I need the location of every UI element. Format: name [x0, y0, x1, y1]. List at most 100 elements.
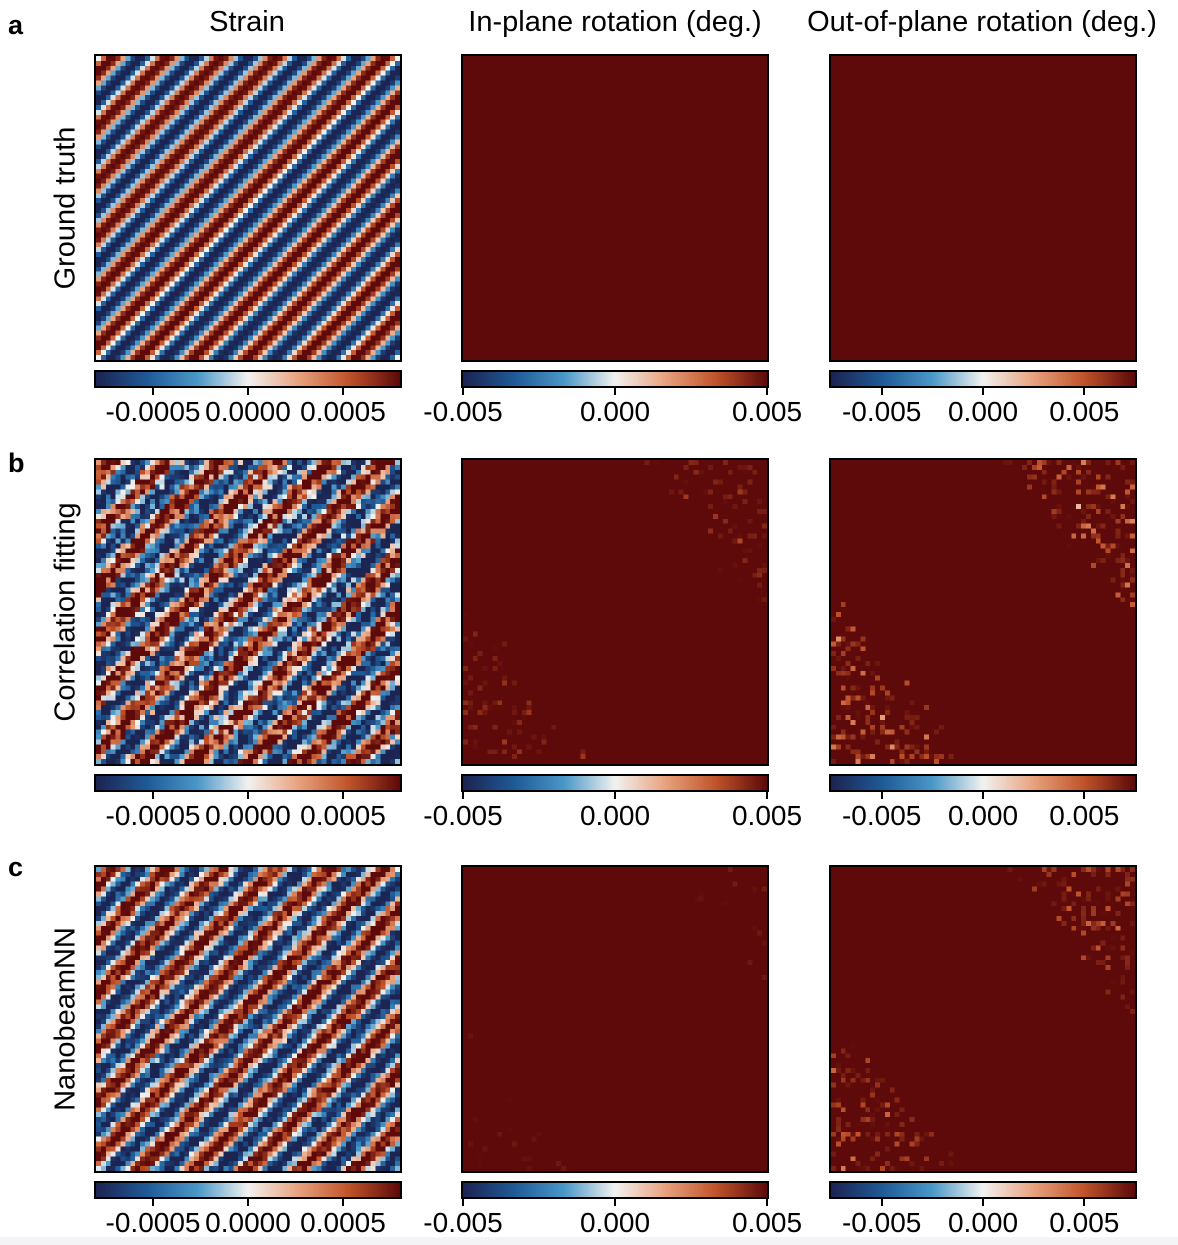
colorbar-gradient-correlation-fitting-out-of-plane-rotation-deg — [831, 776, 1135, 790]
colorbar-tick-ground-truth-out-of-plane-rotation-deg-0 — [880, 388, 883, 395]
colorbar-tick-correlation-fitting-out-of-plane-rotation-deg-1 — [982, 792, 984, 799]
panel-letter-a: a — [8, 10, 24, 40]
colorbar-tick-nanobeamnn-strain-1 — [247, 1199, 249, 1206]
colorbar-ground-truth-strain — [94, 370, 402, 388]
colorbar-tick-nanobeamnn-out-of-plane-rotation-deg-1 — [982, 1199, 984, 1206]
colorbar-tick-label-ground-truth-in-plane-rotation-deg-1: 0.000 — [579, 396, 651, 427]
colorbar-tick-label-nanobeamnn-strain-2: 0.0005 — [300, 1207, 386, 1238]
column-title-strain: Strain — [209, 6, 285, 38]
colorbar-tick-ground-truth-strain-0 — [152, 388, 154, 395]
colorbar-tick-correlation-fitting-strain-1 — [247, 792, 249, 799]
heatmap-ground-truth-strain — [94, 54, 402, 362]
colorbar-tick-nanobeamnn-in-plane-rotation-deg-1 — [614, 1199, 616, 1206]
column-title-in-plane-rotation: In-plane rotation (deg.) — [468, 6, 762, 38]
colorbar-tick-label-nanobeamnn-strain-1: 0.0000 — [205, 1207, 291, 1238]
colorbar-tick-label-ground-truth-out-of-plane-rotation-deg-0: -0.005 — [841, 396, 922, 427]
colorbar-gradient-ground-truth-strain — [96, 372, 400, 386]
heatmap-nanobeamnn-in-plane-rotation-deg — [461, 865, 769, 1173]
colorbar-tick-label-ground-truth-out-of-plane-rotation-deg-2: 0.005 — [1049, 396, 1120, 427]
colorbar-gradient-correlation-fitting-in-plane-rotation-deg — [463, 776, 767, 790]
colorbar-tick-label-ground-truth-strain-1: 0.0000 — [205, 396, 291, 427]
heatmap-correlation-fitting-in-plane-rotation-deg — [461, 458, 769, 766]
colorbar-tick-correlation-fitting-in-plane-rotation-deg-1 — [614, 792, 616, 799]
heatmap-pixels-correlation-fitting-out-of-plane-rotation-deg — [831, 460, 1135, 764]
colorbar-tick-label-correlation-fitting-in-plane-rotation-deg-1: 0.000 — [579, 800, 651, 831]
colorbar-tick-label-nanobeamnn-in-plane-rotation-deg-2: 0.005 — [731, 1207, 803, 1238]
panel-letter-c: c — [8, 852, 24, 882]
colorbar-tick-label-ground-truth-in-plane-rotation-deg-2: 0.005 — [731, 396, 803, 427]
colorbar-tick-nanobeamnn-out-of-plane-rotation-deg-0 — [880, 1199, 883, 1206]
colorbar-tick-ground-truth-in-plane-rotation-deg-1 — [614, 388, 616, 395]
colorbar-tick-label-correlation-fitting-strain-0: -0.0005 — [105, 800, 201, 831]
colorbar-tick-label-correlation-fitting-out-of-plane-rotation-deg-1: 0.000 — [947, 800, 1019, 831]
colorbar-tick-correlation-fitting-out-of-plane-rotation-deg-0 — [880, 792, 883, 799]
colorbar-nanobeamnn-in-plane-rotation-deg — [461, 1181, 769, 1199]
heatmap-nanobeamnn-out-of-plane-rotation-deg — [829, 865, 1137, 1173]
colorbar-tick-label-correlation-fitting-out-of-plane-rotation-deg-0: -0.005 — [841, 800, 922, 831]
colorbar-tick-label-ground-truth-out-of-plane-rotation-deg-1: 0.000 — [947, 396, 1019, 427]
colorbar-tick-label-ground-truth-strain-2: 0.0005 — [300, 396, 386, 427]
colorbar-tick-nanobeamnn-in-plane-rotation-deg-0 — [462, 1199, 464, 1206]
colorbar-tick-ground-truth-in-plane-rotation-deg-0 — [462, 388, 464, 395]
colorbar-tick-label-ground-truth-in-plane-rotation-deg-0: -0.005 — [423, 396, 503, 427]
colorbar-tick-label-nanobeamnn-in-plane-rotation-deg-1: 0.000 — [579, 1207, 651, 1238]
heatmap-pixels-nanobeamnn-out-of-plane-rotation-deg — [831, 867, 1135, 1171]
colorbar-tick-nanobeamnn-strain-2 — [342, 1199, 344, 1206]
column-title-out-of-plane-rotation: Out-of-plane rotation (deg.) — [807, 6, 1157, 38]
colorbar-tick-label-nanobeamnn-out-of-plane-rotation-deg-1: 0.000 — [947, 1207, 1019, 1238]
heatmap-pixels-correlation-fitting-in-plane-rotation-deg — [463, 460, 767, 764]
colorbar-tick-label-correlation-fitting-strain-2: 0.0005 — [300, 800, 386, 831]
colorbar-tick-label-ground-truth-strain-0: -0.0005 — [105, 396, 201, 427]
colorbar-tick-nanobeamnn-in-plane-rotation-deg-2 — [766, 1199, 768, 1206]
heatmap-correlation-fitting-strain — [94, 458, 402, 766]
colorbar-tick-correlation-fitting-strain-2 — [342, 792, 344, 799]
colorbar-gradient-nanobeamnn-out-of-plane-rotation-deg — [831, 1183, 1135, 1197]
page-bottom-strip — [0, 1237, 1178, 1245]
colorbar-tick-nanobeamnn-out-of-plane-rotation-deg-2 — [1083, 1199, 1086, 1206]
colorbar-gradient-nanobeamnn-strain — [96, 1183, 400, 1197]
colorbar-ground-truth-out-of-plane-rotation-deg — [829, 370, 1137, 388]
colorbar-tick-correlation-fitting-strain-0 — [152, 792, 154, 799]
colorbar-tick-label-correlation-fitting-strain-1: 0.0000 — [205, 800, 291, 831]
colorbar-gradient-ground-truth-out-of-plane-rotation-deg — [831, 372, 1135, 386]
colorbar-tick-ground-truth-in-plane-rotation-deg-2 — [766, 388, 768, 395]
panel-letter-b: b — [8, 448, 25, 478]
colorbar-correlation-fitting-strain — [94, 774, 402, 792]
colorbar-tick-nanobeamnn-strain-0 — [152, 1199, 154, 1206]
colorbar-tick-label-nanobeamnn-out-of-plane-rotation-deg-2: 0.005 — [1049, 1207, 1120, 1238]
heatmap-pixels-nanobeamnn-in-plane-rotation-deg — [463, 867, 767, 1171]
colorbar-tick-ground-truth-strain-2 — [342, 388, 344, 395]
colorbar-tick-label-nanobeamnn-strain-0: -0.0005 — [105, 1207, 201, 1238]
colorbar-tick-correlation-fitting-in-plane-rotation-deg-0 — [462, 792, 464, 799]
colorbar-correlation-fitting-in-plane-rotation-deg — [461, 774, 769, 792]
heatmap-pixels-nanobeamnn-strain — [96, 867, 400, 1171]
row-label-correlation-fitting: Correlation fitting — [49, 502, 82, 722]
colorbar-tick-label-nanobeamnn-in-plane-rotation-deg-0: -0.005 — [423, 1207, 503, 1238]
heatmap-correlation-fitting-out-of-plane-rotation-deg — [829, 458, 1137, 766]
colorbar-gradient-ground-truth-in-plane-rotation-deg — [463, 372, 767, 386]
colorbar-gradient-correlation-fitting-strain — [96, 776, 400, 790]
heatmap-nanobeamnn-strain — [94, 865, 402, 1173]
colorbar-tick-label-correlation-fitting-out-of-plane-rotation-deg-2: 0.005 — [1049, 800, 1120, 831]
colorbar-tick-label-correlation-fitting-in-plane-rotation-deg-2: 0.005 — [731, 800, 803, 831]
row-label-nanobeamnn: NanobeamNN — [49, 927, 82, 1111]
heatmap-ground-truth-out-of-plane-rotation-deg — [829, 54, 1137, 362]
colorbar-nanobeamnn-out-of-plane-rotation-deg — [829, 1181, 1137, 1199]
colorbar-tick-ground-truth-out-of-plane-rotation-deg-1 — [982, 388, 984, 395]
row-label-ground-truth: Ground truth — [49, 126, 82, 290]
heatmap-ground-truth-in-plane-rotation-deg — [461, 54, 769, 362]
heatmap-pixels-correlation-fitting-strain — [96, 460, 400, 764]
heatmap-pixels-ground-truth-out-of-plane-rotation-deg — [831, 56, 1135, 360]
heatmap-pixels-ground-truth-strain — [96, 56, 400, 360]
colorbar-tick-ground-truth-strain-1 — [247, 388, 249, 395]
colorbar-tick-correlation-fitting-out-of-plane-rotation-deg-2 — [1083, 792, 1086, 799]
colorbar-tick-correlation-fitting-in-plane-rotation-deg-2 — [766, 792, 768, 799]
colorbar-nanobeamnn-strain — [94, 1181, 402, 1199]
colorbar-tick-label-nanobeamnn-out-of-plane-rotation-deg-0: -0.005 — [841, 1207, 922, 1238]
colorbar-tick-label-correlation-fitting-in-plane-rotation-deg-0: -0.005 — [423, 800, 503, 831]
heatmap-pixels-ground-truth-in-plane-rotation-deg — [463, 56, 767, 360]
colorbar-tick-ground-truth-out-of-plane-rotation-deg-2 — [1083, 388, 1086, 395]
colorbar-gradient-nanobeamnn-in-plane-rotation-deg — [463, 1183, 767, 1197]
colorbar-correlation-fitting-out-of-plane-rotation-deg — [829, 774, 1137, 792]
colorbar-ground-truth-in-plane-rotation-deg — [461, 370, 769, 388]
